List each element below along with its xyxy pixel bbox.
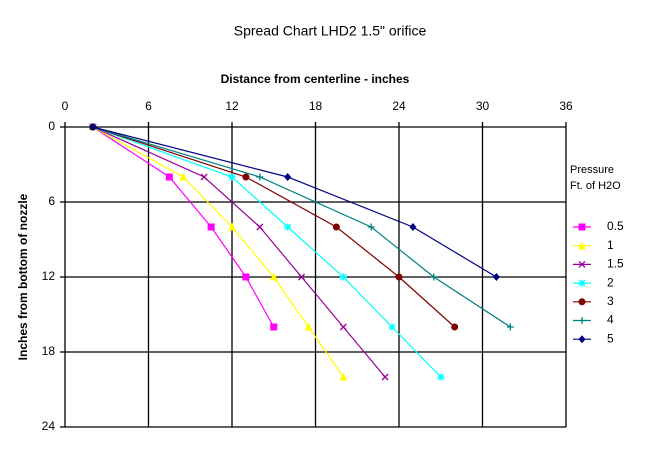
x-axis-label: Distance from centerline - inches [221,72,410,86]
marker [388,323,396,331]
marker [242,273,250,281]
legend-label: 2 [607,275,614,289]
series-line [92,126,497,278]
marker [578,223,586,231]
y-tick-label: 18 [42,344,56,358]
legend-label: 4 [607,313,614,327]
marker [451,323,459,331]
marker [430,273,438,281]
marker [207,223,215,231]
series-line [92,126,344,378]
x-tick-label: 18 [309,99,323,113]
marker [256,173,264,181]
marker [284,223,292,231]
marker [200,173,208,181]
marker [179,172,188,181]
marker [269,272,278,281]
marker [395,273,403,281]
marker [367,223,375,231]
legend-label: 0.5 [607,219,624,233]
x-tick-label: 24 [392,99,406,113]
legend-label: 1.5 [607,257,624,271]
marker [298,273,306,281]
series-line [92,126,386,378]
y-tick-label: 24 [42,419,56,433]
marker [578,317,586,324]
x-tick-label: 12 [225,99,239,113]
marker [437,373,445,381]
x-tick-label: 30 [476,99,490,113]
marker [578,241,586,250]
legend-label: 5 [607,331,614,345]
marker [506,323,514,331]
marker [339,372,348,381]
marker [256,223,264,231]
legend-title: Ft. of H2O [570,180,621,192]
legend-label: 1 [607,238,614,252]
marker [89,123,97,131]
marker [578,279,586,287]
marker [304,322,313,331]
marker [409,223,417,231]
marker [165,173,173,181]
marker [284,173,292,181]
x-tick-label: 6 [145,99,152,113]
marker [242,173,250,181]
legend-label: 3 [607,294,614,308]
series-line [92,126,442,378]
series-line [92,126,511,328]
chart-title: Spread Chart LHD2 1.5" orifice [234,23,427,39]
marker [381,373,389,381]
marker [228,173,236,181]
x-tick-label: 36 [559,99,573,113]
legend-title: Pressure [570,164,614,176]
marker [270,323,278,331]
marker [339,273,347,281]
marker [578,335,586,344]
marker [228,222,236,231]
marker [578,298,586,306]
marker [339,323,347,331]
marker [492,273,500,281]
y-tick-label: 0 [48,119,55,133]
y-axis-label: Inches from bottom of nozzle [16,193,30,360]
x-tick-label: 0 [62,99,69,113]
y-tick-label: 6 [48,194,55,208]
marker [578,260,586,268]
y-tick-label: 12 [42,269,56,283]
marker [332,223,340,231]
